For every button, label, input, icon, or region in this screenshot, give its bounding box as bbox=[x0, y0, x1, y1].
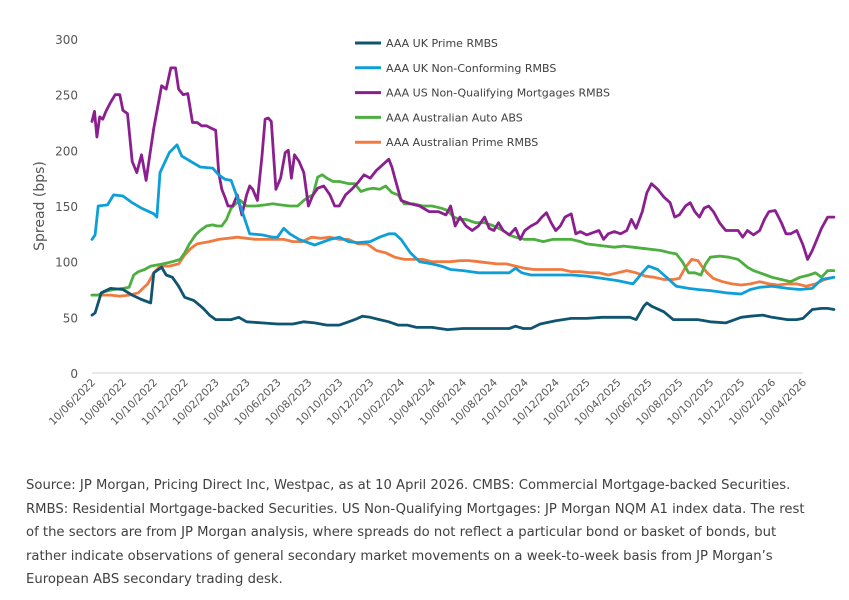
y-tick-label-5: 250 bbox=[55, 89, 78, 103]
y-tick-label-2: 100 bbox=[55, 256, 78, 270]
y-tick-label-1: 50 bbox=[63, 311, 78, 325]
series-line-4 bbox=[90, 235, 836, 298]
series-lines bbox=[90, 66, 836, 331]
y-axis-ticks: 0 50 100 150 200 250 300 bbox=[55, 33, 78, 381]
series-line-2 bbox=[90, 66, 836, 261]
legend: AAA UK Prime RMBS AAA UK Non-Conforming R… bbox=[355, 37, 610, 149]
y-tick-label-6: 300 bbox=[55, 33, 78, 47]
legend-label-4: AAA Australian Prime RMBS bbox=[386, 136, 538, 149]
y-axis-label: Spread (bps) bbox=[32, 161, 48, 251]
y-tick-label-0: 0 bbox=[70, 367, 78, 381]
series-line-1 bbox=[90, 143, 836, 296]
legend-label-1: AAA UK Non-Conforming RMBS bbox=[386, 62, 556, 75]
series-line-3 bbox=[90, 173, 836, 297]
spread-chart: Spread (bps) 0 50 100 150 200 250 300 10/06/20… bbox=[32, 33, 836, 428]
legend-label-0: AAA UK Prime RMBS bbox=[386, 37, 498, 50]
legend-label-2: AAA US Non-Qualifying Mortgages RMBS bbox=[386, 87, 610, 100]
series-line-0 bbox=[90, 265, 836, 331]
y-tick-label-3: 150 bbox=[55, 200, 78, 214]
x-axis-ticks: 10/06/202210/08/202210/10/202210/12/2022… bbox=[47, 376, 810, 428]
source-note: Source: JP Morgan, Pricing Direct Inc, W… bbox=[26, 478, 805, 587]
legend-label-3: AAA Australian Auto ABS bbox=[386, 111, 523, 124]
y-tick-label-4: 200 bbox=[55, 144, 78, 158]
